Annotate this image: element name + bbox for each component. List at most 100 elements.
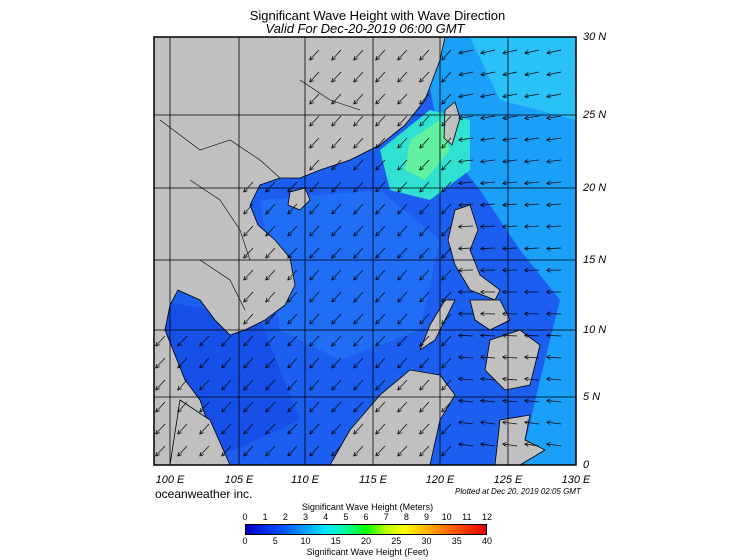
wave-arrow xyxy=(420,49,430,60)
wave-arrow xyxy=(354,379,364,390)
wave-arrow xyxy=(442,93,452,104)
wave-arrow xyxy=(244,423,254,434)
wave-arrow xyxy=(332,115,342,126)
wave-arrow xyxy=(547,49,562,53)
wave-arrow xyxy=(288,401,298,412)
colorbar-tick-meters: 4 xyxy=(323,512,329,522)
wave-arrow xyxy=(332,291,342,302)
wave-arrow xyxy=(332,181,342,192)
wave-arrow xyxy=(420,93,430,104)
wave-arrow xyxy=(332,159,342,170)
wave-arrow xyxy=(398,379,408,390)
wave-arrow xyxy=(266,247,276,258)
lat-label-20n: 20 N xyxy=(583,182,607,194)
wave-arrow xyxy=(310,335,320,346)
wave-arrow xyxy=(310,93,320,104)
wave-arrow xyxy=(376,93,386,104)
wave-arrow xyxy=(442,335,452,346)
wave-arrow xyxy=(244,379,254,390)
wave-arrow xyxy=(459,444,474,446)
wave-arrow xyxy=(178,335,188,346)
wave-arrow xyxy=(354,93,364,104)
wave-arrow xyxy=(398,291,408,302)
wave-arrow xyxy=(547,138,562,140)
wave-map xyxy=(153,36,577,466)
wave-arrow xyxy=(266,401,276,412)
wave-arrow xyxy=(354,313,364,324)
wave-arrow xyxy=(481,226,496,227)
colorbar-tick-meters: 7 xyxy=(383,512,389,522)
wave-arrow xyxy=(398,423,408,434)
wave-arrow xyxy=(503,160,518,162)
wave-arrow xyxy=(310,225,320,236)
wave-arrow xyxy=(420,379,430,390)
wave-arrow xyxy=(459,401,474,403)
wave-arrow xyxy=(503,182,518,183)
wave-arrow xyxy=(420,115,430,126)
wave-arrow xyxy=(288,225,298,236)
wave-arrow xyxy=(354,401,364,412)
wave-arrow xyxy=(310,357,320,368)
wave-arrow xyxy=(310,445,320,456)
wave-arrow xyxy=(442,49,452,60)
wave-arrow xyxy=(503,93,518,97)
colorbar-tick-meters: 3 xyxy=(302,512,308,522)
wave-arrow xyxy=(332,313,342,324)
wave-zone-peak xyxy=(405,120,450,180)
colorbar-tick-meters: 9 xyxy=(423,512,429,522)
lon-label-105e: 105 E xyxy=(224,474,254,486)
wave-arrow xyxy=(266,181,276,192)
colorbar-tick-feet: 0 xyxy=(242,536,248,546)
wave-arrow xyxy=(310,203,320,214)
wave-arrow xyxy=(547,116,562,118)
wave-arrow xyxy=(547,204,562,205)
wave-arrow xyxy=(332,269,342,280)
land-mainland-asia xyxy=(154,37,446,465)
wave-arrow xyxy=(525,335,540,336)
wave-arrow xyxy=(288,269,298,280)
lon-label-110e: 110 E xyxy=(291,474,319,486)
wave-arrow xyxy=(244,181,254,192)
colorbar-tick-meters: 12 xyxy=(481,512,492,522)
wave-arrow xyxy=(442,115,452,126)
wave-arrow xyxy=(200,423,210,434)
wave-arrow xyxy=(332,335,342,346)
wave-arrow xyxy=(266,225,276,236)
wave-arrow xyxy=(547,93,562,97)
wave-arrow xyxy=(376,203,386,214)
wave-arrow xyxy=(398,159,408,170)
wave-arrow xyxy=(442,423,452,434)
wave-arrow xyxy=(354,247,364,258)
wave-arrow xyxy=(525,93,540,97)
wave-arrow xyxy=(310,181,320,192)
wave-arrow xyxy=(420,137,430,148)
wave-arrow xyxy=(244,335,254,346)
wave-arrow xyxy=(398,71,408,82)
brand-label: oceanweather inc. xyxy=(155,487,253,501)
wave-arrow xyxy=(244,445,254,456)
wave-arrow xyxy=(459,182,474,183)
wave-arrow xyxy=(442,445,452,456)
wave-arrow xyxy=(354,335,364,346)
wave-arrow xyxy=(244,313,254,324)
land-visayas xyxy=(469,299,511,331)
lat-label-0: 0 xyxy=(583,459,590,471)
wave-arrow xyxy=(459,138,474,140)
wave-arrow xyxy=(288,335,298,346)
wave-arrow xyxy=(376,181,386,192)
wave-arrow xyxy=(288,357,298,368)
wave-arrow xyxy=(503,116,518,118)
wave-arrow xyxy=(376,115,386,126)
wave-arrow xyxy=(420,445,430,456)
wave-arrow xyxy=(481,248,496,249)
wave-arrow xyxy=(503,248,518,249)
wave-arrow xyxy=(376,379,386,390)
wave-arrow xyxy=(332,225,342,236)
wave-arrow xyxy=(354,137,364,148)
wave-arrow xyxy=(266,269,276,280)
wave-arrow xyxy=(288,203,298,214)
wave-arrow xyxy=(376,159,386,170)
colorbar-tick-meters: 6 xyxy=(363,512,369,522)
wave-direction-arrows xyxy=(156,49,562,456)
wave-arrow xyxy=(310,159,320,170)
